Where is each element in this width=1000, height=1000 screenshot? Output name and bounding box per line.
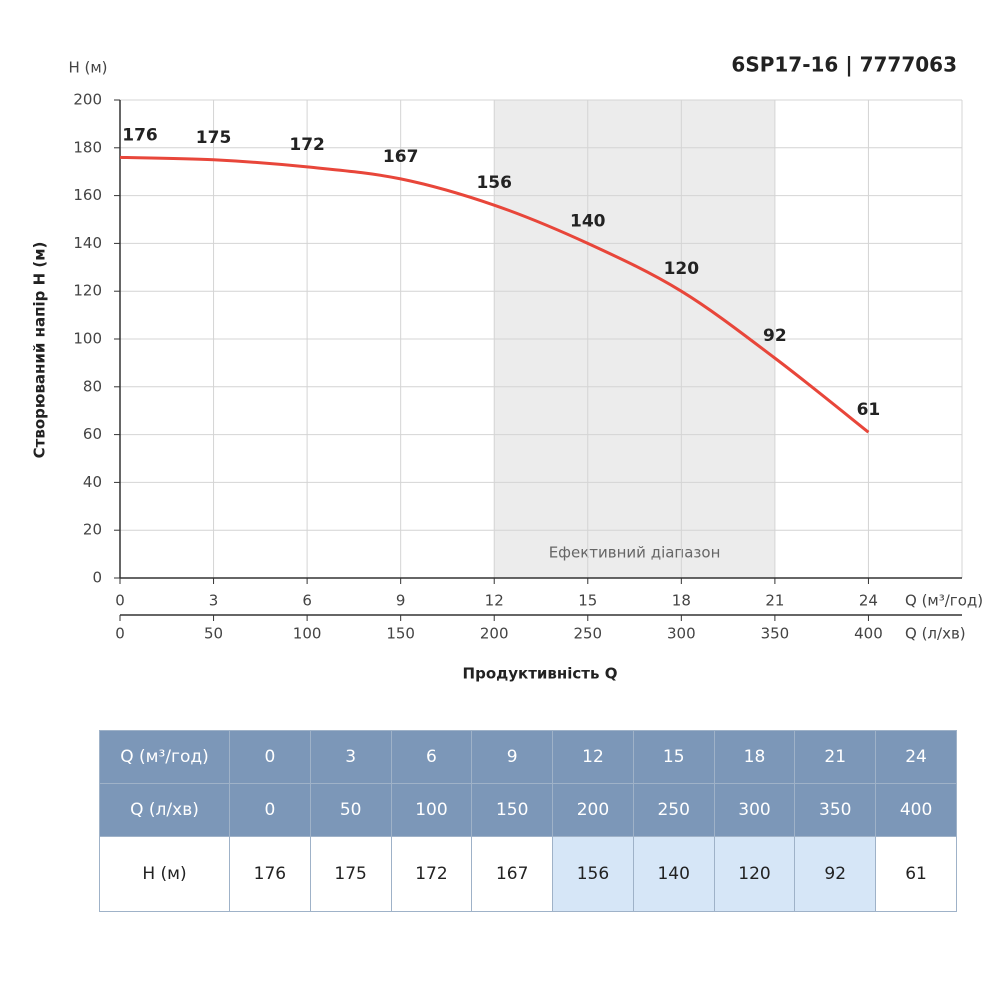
data-label: 140 — [570, 211, 606, 231]
table-cell: 24 — [875, 730, 957, 784]
data-label: 61 — [857, 400, 881, 420]
table-cell: 172 — [390, 836, 473, 912]
y-tick-label: 0 — [92, 569, 102, 587]
table-row: Q (м³/год) 0 3 6 9 12 15 18 21 24 — [99, 730, 957, 784]
data-label: 167 — [383, 147, 419, 167]
x-tick-label: 18 — [672, 592, 691, 610]
x-axis-label: Продуктивність Q — [463, 665, 618, 683]
x-tick-label: 12 — [485, 592, 504, 610]
table-cell: 15 — [632, 730, 715, 784]
table-row: Q (л/хв) 0 50 100 150 200 250 300 350 400 — [99, 783, 957, 837]
table-cell: 250 — [632, 783, 715, 837]
chart: 6SP17-16 | 7777063 H (м) Створюваний нап… — [31, 53, 984, 683]
y-tick-label: 180 — [73, 138, 102, 156]
table-cell: 50 — [309, 783, 392, 837]
x-tick-label: 0 — [115, 592, 125, 610]
data-label: 175 — [196, 128, 232, 148]
y-tick-label: 20 — [83, 521, 102, 539]
row-header: H (м) — [99, 836, 230, 912]
y-tick-label: 100 — [73, 330, 102, 348]
x-unit-label: Q (м³/год) — [905, 592, 983, 610]
x2-unit-label: Q (л/хв) — [905, 625, 966, 643]
x2-tick-label: 100 — [293, 625, 322, 643]
band-label: Ефективний діапазон — [549, 544, 721, 562]
x2-tick-label: 200 — [480, 625, 509, 643]
series-line — [119, 155, 870, 434]
x2-tick-label: 0 — [115, 625, 125, 643]
data-label: 120 — [664, 259, 700, 279]
y-tick-label: 80 — [83, 377, 102, 395]
table-cell: 175 — [309, 836, 392, 912]
data-label: 92 — [763, 326, 787, 346]
row-header: Q (м³/год) — [99, 730, 230, 784]
table-cell: 92 — [794, 836, 877, 912]
data-label: 156 — [476, 173, 512, 193]
x-tick-label: 6 — [302, 592, 312, 610]
data-label: 172 — [289, 135, 325, 155]
x-tick-label: 21 — [765, 592, 784, 610]
table-cell: 140 — [632, 836, 715, 912]
table-cell: 61 — [875, 836, 957, 912]
data-label: 176 — [122, 125, 158, 145]
table-row: H (м) 176 175 172 167 156 140 120 92 61 — [99, 836, 957, 912]
y-tick-label: 120 — [73, 282, 102, 300]
x-tick-label: 15 — [578, 592, 597, 610]
table-cell: 176 — [229, 836, 311, 912]
y-axis-label: Створюваний напір H (м) — [31, 242, 49, 459]
table-cell: 0 — [229, 730, 311, 784]
table-cell: 9 — [471, 730, 554, 784]
x2-tick-label: 50 — [204, 625, 223, 643]
x2-tick-label: 400 — [854, 625, 883, 643]
table-cell: 18 — [713, 730, 796, 784]
x-tick-label: 24 — [859, 592, 878, 610]
x2-tick-label: 350 — [761, 625, 790, 643]
table-cell: 156 — [552, 836, 634, 912]
table-cell: 200 — [552, 783, 634, 837]
table-cell: 167 — [471, 836, 554, 912]
x-tick-label: 9 — [396, 592, 406, 610]
y-unit-label: H (м) — [68, 59, 107, 77]
y-tick-label: 60 — [83, 425, 102, 443]
x2-tick-label: 250 — [573, 625, 602, 643]
x-tick-label: 3 — [209, 592, 219, 610]
table-cell: 12 — [552, 730, 634, 784]
y-tick-label: 140 — [73, 234, 102, 252]
table-cell: 3 — [309, 730, 392, 784]
y-tick-label: 40 — [83, 473, 102, 491]
x2-tick-label: 150 — [386, 625, 415, 643]
table-cell: 0 — [229, 783, 311, 837]
table-cell: 150 — [471, 783, 554, 837]
table-cell: 400 — [875, 783, 957, 837]
table-cell: 350 — [794, 783, 877, 837]
x2-tick-label: 300 — [667, 625, 696, 643]
table-cell: 100 — [390, 783, 473, 837]
table-cell: 21 — [794, 730, 877, 784]
y-tick-label: 200 — [73, 91, 102, 109]
row-header: Q (л/хв) — [99, 783, 230, 837]
chart-title: 6SP17-16 | 7777063 — [731, 53, 957, 77]
data-table: Q (м³/год) 0 3 6 9 12 15 18 21 24 Q (л/хв) 0 50 100 1… — [99, 730, 957, 912]
table-cell: 120 — [713, 836, 796, 912]
y-tick-label: 160 — [73, 186, 102, 204]
table-cell: 6 — [390, 730, 473, 784]
table-cell: 300 — [713, 783, 796, 837]
